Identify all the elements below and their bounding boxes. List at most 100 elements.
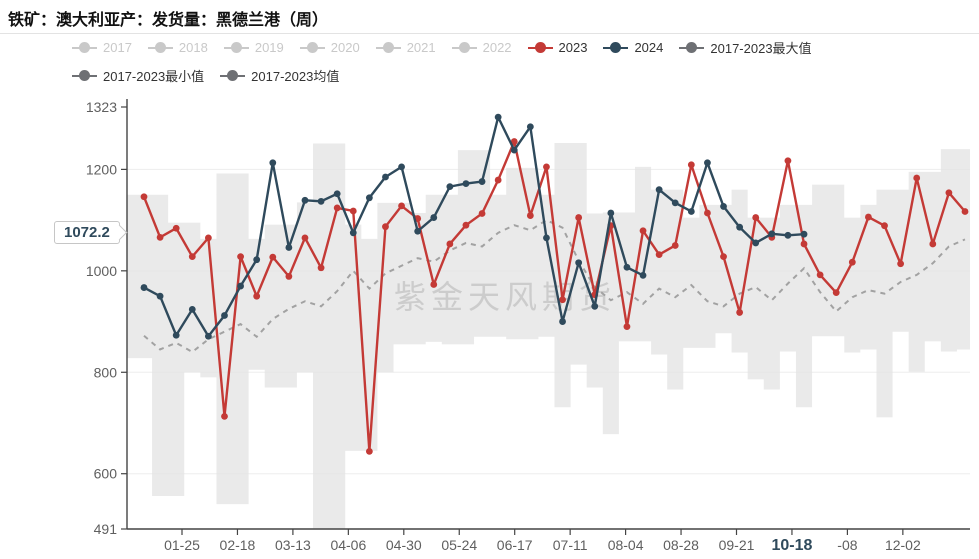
data-point-2023: [366, 448, 373, 455]
y-tick-label: 600: [94, 466, 118, 482]
latest-value-badge: 1072.2: [54, 221, 120, 244]
data-point-2023: [913, 175, 920, 182]
data-point-2023: [736, 309, 743, 316]
data-point-2023: [463, 222, 470, 229]
data-point-2024: [334, 190, 341, 197]
data-point-2023: [559, 296, 566, 303]
data-point-2024: [640, 272, 647, 279]
data-point-2024: [189, 306, 196, 313]
y-tick-label: 491: [94, 521, 118, 537]
chart-window: 铁矿：澳大利亚产：发货量：黑德兰港（周） 2017201820192020202…: [0, 0, 979, 559]
x-tick-label: 04-30: [386, 537, 422, 553]
data-point-2023: [962, 208, 969, 215]
x-tick-label: 01-25: [164, 537, 200, 553]
x-tick-label: 04-06: [330, 537, 366, 553]
data-point-2023: [205, 234, 212, 241]
data-point-2024: [463, 180, 470, 187]
data-point-2024: [591, 303, 598, 310]
data-point-2024: [205, 333, 212, 340]
x-tick-label: 03-13: [275, 537, 311, 553]
data-point-2023: [189, 253, 196, 260]
data-point-2023: [865, 214, 872, 221]
data-point-2024: [752, 240, 759, 247]
x-tick-label: 07-11: [553, 537, 588, 553]
data-point-2024: [495, 114, 502, 121]
data-point-2023: [237, 253, 244, 260]
data-point-2023: [897, 260, 904, 267]
data-point-2023: [350, 208, 357, 215]
data-point-2024: [157, 293, 164, 300]
data-point-2023: [479, 210, 486, 217]
data-point-2023: [672, 242, 679, 249]
data-point-2024: [253, 256, 260, 263]
data-point-2023: [302, 234, 309, 241]
data-point-2023: [253, 293, 260, 300]
data-point-2023: [656, 251, 663, 258]
data-point-2024: [269, 159, 276, 166]
data-point-2024: [479, 178, 486, 185]
data-point-2024: [543, 234, 550, 241]
data-point-2024: [430, 214, 437, 221]
latest-value-text: 1072.2: [64, 224, 110, 241]
data-point-2023: [624, 323, 631, 330]
data-point-2023: [946, 189, 953, 196]
data-point-2023: [817, 271, 824, 278]
data-point-2023: [833, 289, 840, 296]
data-point-2023: [929, 241, 936, 248]
data-point-2024: [318, 198, 325, 205]
data-point-2023: [527, 212, 534, 219]
data-point-2023: [269, 254, 276, 261]
minmax-band-area: [127, 143, 970, 529]
data-point-2024: [382, 174, 389, 181]
data-point-2024: [575, 259, 582, 266]
data-point-2024: [768, 230, 775, 237]
data-point-2024: [141, 284, 148, 291]
watermark-text: 紫金天风期货: [394, 279, 616, 315]
data-point-2024: [366, 194, 373, 201]
data-point-2023: [801, 241, 808, 248]
y-tick-label: 1000: [86, 263, 117, 279]
data-point-2023: [752, 214, 759, 221]
data-point-2023: [543, 163, 550, 170]
data-point-2024: [414, 228, 421, 235]
x-tick-label: 09-21: [719, 537, 755, 553]
data-point-2023: [881, 222, 888, 229]
data-point-2023: [688, 161, 695, 168]
data-point-2023: [382, 223, 389, 230]
y-tick-label: 1323: [86, 99, 117, 115]
data-point-2024: [446, 183, 453, 190]
y-tick-label: 800: [94, 364, 118, 380]
x-tick-label: 02-18: [220, 537, 256, 553]
data-point-2023: [157, 234, 164, 241]
chart-canvas[interactable]: 紫金天风期货 1323 1200 1000 800 600 491 01-25 02-18 03-…: [0, 0, 979, 559]
data-point-2024: [656, 186, 663, 193]
data-point-2023: [285, 273, 292, 280]
x-tick-label: 08-28: [663, 537, 699, 553]
data-point-2024: [511, 147, 518, 154]
data-point-2023: [141, 193, 148, 200]
data-point-2023: [495, 177, 502, 184]
x-tick-label-highlighted: 10-18: [771, 537, 812, 554]
data-point-2023: [640, 227, 647, 234]
data-point-2024: [350, 229, 357, 236]
y-tick-label: 1200: [86, 161, 117, 177]
data-point-2024: [704, 159, 711, 166]
data-point-2024: [398, 163, 405, 170]
data-point-2024: [527, 123, 534, 130]
x-tick-label: -08: [837, 537, 857, 553]
data-point-2024: [785, 232, 792, 239]
data-point-2023: [446, 241, 453, 248]
data-point-2024: [801, 231, 808, 238]
x-tick-label: 08-04: [608, 537, 644, 553]
data-point-2023: [318, 264, 325, 271]
data-point-2024: [173, 332, 180, 339]
data-point-2023: [173, 225, 180, 232]
data-point-2024: [672, 199, 679, 206]
data-point-2023: [849, 259, 856, 266]
data-point-2024: [237, 283, 244, 290]
x-tick-label: 06-17: [497, 537, 533, 553]
data-point-2024: [720, 203, 727, 210]
data-point-2023: [785, 157, 792, 164]
data-point-2024: [736, 224, 743, 231]
data-point-2023: [221, 413, 228, 420]
